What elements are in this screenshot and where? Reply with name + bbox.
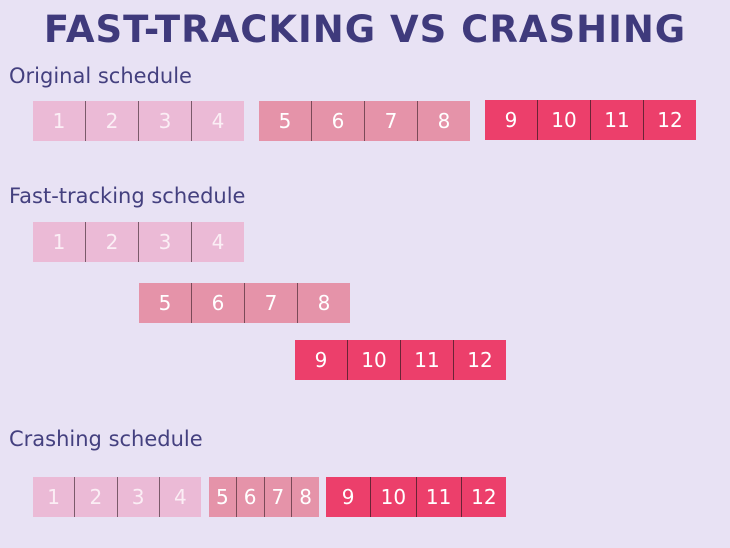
task-cell: 12 <box>643 100 696 140</box>
task-cell: 3 <box>116 477 159 517</box>
original-phase3-bar: 9 10 11 12 <box>485 100 696 140</box>
task-cell: 10 <box>537 100 590 140</box>
task-cell: 9 <box>485 100 537 140</box>
task-cell: 2 <box>85 222 138 262</box>
original-phase2-bar: 5 6 7 8 <box>259 101 470 141</box>
task-cell: 2 <box>74 477 117 517</box>
task-cell: 11 <box>400 340 453 380</box>
task-cell: 6 <box>311 101 364 141</box>
task-cell: 10 <box>370 477 416 517</box>
fast-tracking-phase2-bar: 5 6 7 8 <box>139 283 350 323</box>
task-cell: 7 <box>244 283 297 323</box>
crashing-phase3-bar: 9 10 11 12 <box>326 477 506 517</box>
page-title: FAST-TRACKING VS CRASHING <box>43 8 687 51</box>
fast-tracking-phase1-bar: 1 2 3 4 <box>33 222 244 262</box>
original-phase1-bar: 1 2 3 4 <box>33 101 244 141</box>
task-cell: 10 <box>347 340 400 380</box>
task-cell: 1 <box>33 222 85 262</box>
task-cell: 4 <box>191 101 244 141</box>
task-cell: 1 <box>33 101 85 141</box>
task-cell: 4 <box>191 222 244 262</box>
crashing-phase1-bar: 1 2 3 4 <box>33 477 201 517</box>
task-cell: 7 <box>263 477 292 517</box>
task-cell: 1 <box>33 477 75 517</box>
task-cell: 9 <box>326 477 371 517</box>
fast-tracking-schedule-label: Fast-tracking schedule <box>9 184 246 208</box>
crashing-schedule-label: Crashing schedule <box>9 427 203 451</box>
task-cell: 8 <box>291 477 319 517</box>
crashing-phase2-bar: 5 6 7 8 <box>209 477 319 517</box>
task-cell: 11 <box>590 100 643 140</box>
task-cell: 11 <box>415 477 461 517</box>
fast-tracking-phase3-bar: 9 10 11 12 <box>295 340 506 380</box>
task-cell: 3 <box>138 101 191 141</box>
task-cell: 5 <box>139 283 191 323</box>
original-schedule-label: Original schedule <box>9 64 192 88</box>
task-cell: 7 <box>364 101 417 141</box>
task-cell: 12 <box>460 477 506 517</box>
task-cell: 6 <box>235 477 264 517</box>
task-cell: 12 <box>453 340 506 380</box>
task-cell: 5 <box>259 101 311 141</box>
task-cell: 4 <box>158 477 201 517</box>
task-cell: 2 <box>85 101 138 141</box>
task-cell: 9 <box>295 340 347 380</box>
task-cell: 8 <box>417 101 470 141</box>
task-cell: 6 <box>191 283 244 323</box>
task-cell: 5 <box>209 477 236 517</box>
task-cell: 3 <box>138 222 191 262</box>
task-cell: 8 <box>297 283 350 323</box>
